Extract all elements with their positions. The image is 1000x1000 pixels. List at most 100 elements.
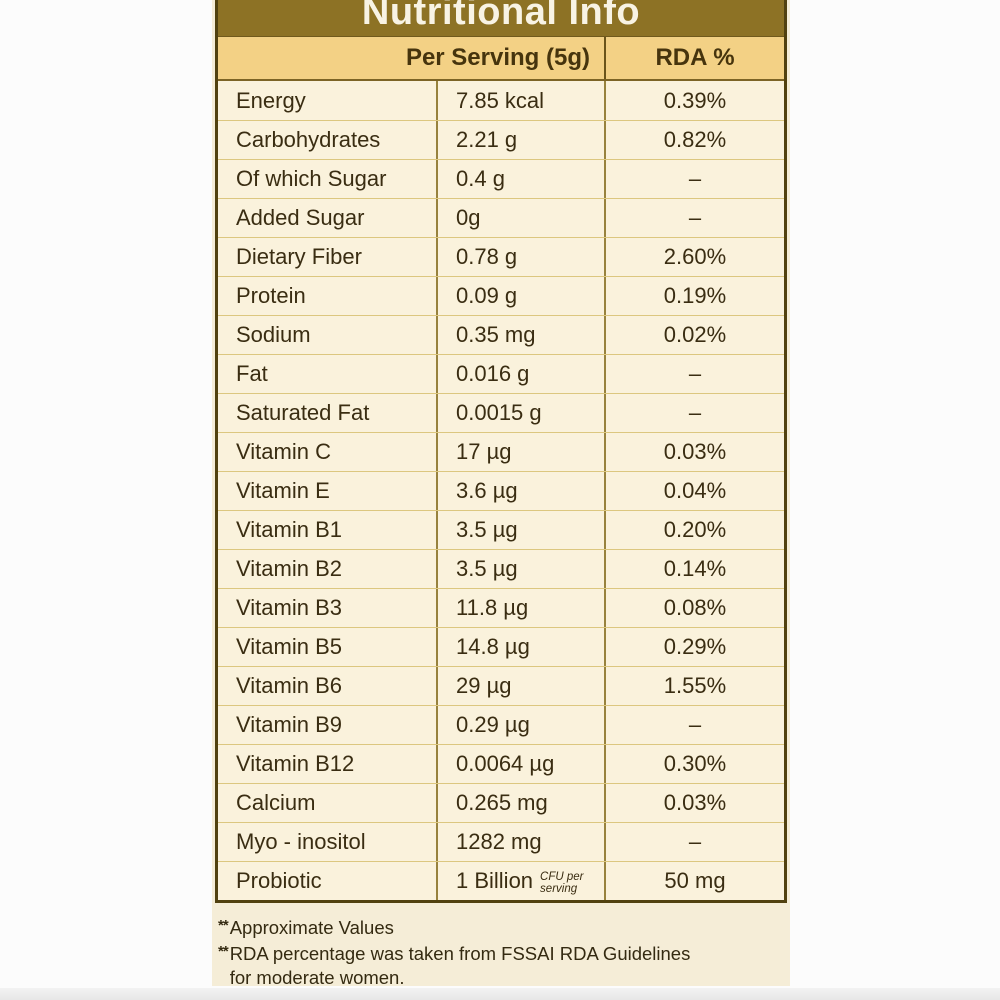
- nutrient-label: Calcium: [236, 790, 316, 815]
- nutrient-rda: –: [604, 706, 784, 744]
- nutrient-value: 1282 mg: [436, 823, 604, 861]
- table-row: Vitamin B2 3.5 µg 0.14%: [218, 549, 784, 588]
- nutrient-rda: 0.14%: [604, 550, 784, 588]
- column-header-rda: RDA %: [604, 37, 784, 79]
- nutrient-label: Vitamin B3: [236, 595, 342, 620]
- nutrient-rda: 0.19%: [604, 277, 784, 315]
- table-row: Vitamin B6 29 µg 1.55%: [218, 666, 784, 705]
- table-row: Probiotic 1 Billion CFU per serving 50 mg: [218, 861, 784, 900]
- nutrient-value: 0.09 g: [436, 277, 604, 315]
- nutrient-rda: 0.03%: [604, 784, 784, 822]
- nutrient-label: Vitamin B1: [236, 517, 342, 542]
- nutrient-label: Vitamin B6: [236, 673, 342, 698]
- nutrient-rda: 0.03%: [604, 433, 784, 471]
- nutrient-value: 0.4 g: [436, 160, 604, 198]
- nutrient-label: Vitamin B9: [236, 712, 342, 737]
- nutrient-rda: –: [604, 355, 784, 393]
- nutrient-rda: 0.08%: [604, 589, 784, 627]
- nutrient-rda: –: [604, 199, 784, 237]
- nutrient-value: 29 µg: [436, 667, 604, 705]
- footnote-marker: **: [218, 917, 229, 934]
- table-subheader: Per Serving (5g) RDA %: [218, 37, 784, 81]
- table-row: Fat 0.016 g –: [218, 354, 784, 393]
- table-row: Protein 0.09 g 0.19%: [218, 276, 784, 315]
- nutrient-value: 0.35 mg: [436, 316, 604, 354]
- nutrient-value: 3.5 µg: [436, 550, 604, 588]
- column-header-serving: Per Serving (5g): [405, 44, 590, 71]
- table-row: Vitamin E 3.6 µg 0.04%: [218, 471, 784, 510]
- nutrient-rda: –: [604, 160, 784, 198]
- table-row: Vitamin B5 14.8 µg 0.29%: [218, 627, 784, 666]
- nutrient-rda: 50 mg: [604, 862, 784, 900]
- table-row: Energy 7.85 kcal 0.39%: [218, 81, 784, 120]
- nutrient-label: Dietary Fiber: [236, 244, 362, 269]
- nutrient-label: Vitamin E: [236, 478, 330, 503]
- table-row: Vitamin B1 3.5 µg 0.20%: [218, 510, 784, 549]
- nutrient-label: Fat: [236, 361, 268, 386]
- nutrient-value: 0.016 g: [436, 355, 604, 393]
- table-title: Nutritional Info: [361, 0, 641, 33]
- table-row: Vitamin B12 0.0064 µg 0.30%: [218, 744, 784, 783]
- nutrient-label: Of which Sugar: [236, 166, 387, 191]
- nutrient-rda: 0.30%: [604, 745, 784, 783]
- nutrient-value: 0.29 µg: [436, 706, 604, 744]
- nutrient-label: Vitamin B2: [236, 556, 342, 581]
- nutrient-label: Vitamin B12: [236, 751, 355, 776]
- nutrient-rda: 0.02%: [604, 316, 784, 354]
- table-row: Dietary Fiber 0.78 g 2.60%: [218, 237, 784, 276]
- nutrient-rda: 2.60%: [604, 238, 784, 276]
- footnote: ** Approximate Values: [218, 916, 778, 939]
- nutrient-rda: 0.04%: [604, 472, 784, 510]
- footnote-text: Approximate Values: [229, 917, 394, 938]
- nutrient-label: Sodium: [236, 322, 311, 347]
- table-body: Energy 7.85 kcal 0.39% Carbohydrates 2.2…: [218, 81, 784, 900]
- nutrient-rda: 0.39%: [604, 81, 784, 120]
- nutrient-value: 11.8 µg: [436, 589, 604, 627]
- footnote-marker: **: [218, 943, 229, 961]
- table-row: Carbohydrates 2.21 g 0.82%: [218, 120, 784, 159]
- nutrient-rda: 0.29%: [604, 628, 784, 666]
- table-row: Calcium 0.265 mg 0.03%: [218, 783, 784, 822]
- table-row: Saturated Fat 0.0015 g –: [218, 393, 784, 432]
- nutrient-label: Saturated Fat: [236, 400, 370, 425]
- nutrient-label: Probiotic: [236, 868, 322, 893]
- footnotes: ** Approximate Values ** RDA percentage …: [218, 916, 778, 992]
- nutrient-value: 0.265 mg: [436, 784, 604, 822]
- nutrient-label: Energy: [236, 87, 306, 113]
- nutrient-label: Vitamin B5: [236, 634, 342, 659]
- nutrient-value: 3.6 µg: [436, 472, 604, 510]
- table-row: Vitamin C 17 µg 0.03%: [218, 432, 784, 471]
- nutrient-rda: 1.55%: [604, 667, 784, 705]
- nutrient-value: 7.85 kcal: [436, 81, 604, 120]
- footnote: ** RDA percentage was taken from FSSAI R…: [218, 942, 778, 989]
- label-panel: Nutritional Info Per Serving (5g) RDA % …: [212, 0, 790, 988]
- table-title-band: Nutritional Info: [218, 0, 784, 37]
- table-row: Sodium 0.35 mg 0.02%: [218, 315, 784, 354]
- nutrient-rda: 0.82%: [604, 121, 784, 159]
- nutrient-value: 14.8 µg: [436, 628, 604, 666]
- nutrient-label: Protein: [236, 283, 306, 308]
- nutrient-value: 17 µg: [436, 433, 604, 471]
- nutrient-value: 0.0015 g: [436, 394, 604, 432]
- nutrient-label: Vitamin C: [236, 439, 331, 464]
- nutrient-rda: –: [604, 823, 784, 861]
- nutrient-rda: –: [604, 394, 784, 432]
- nutrient-value: 1 Billion CFU per serving: [436, 862, 604, 900]
- unit-note: CFU per serving: [540, 871, 584, 895]
- table-row: Of which Sugar 0.4 g –: [218, 159, 784, 198]
- table-row: Myo - inositol 1282 mg –: [218, 822, 784, 861]
- nutrient-value: 2.21 g: [436, 121, 604, 159]
- table-row: Added Sugar 0g –: [218, 198, 784, 237]
- table-row: Vitamin B9 0.29 µg –: [218, 705, 784, 744]
- nutrient-value: 0.0064 µg: [436, 745, 604, 783]
- nutrient-value: 0.78 g: [436, 238, 604, 276]
- nutrient-label: Carbohydrates: [236, 127, 381, 152]
- nutrition-table: Nutritional Info Per Serving (5g) RDA % …: [215, 0, 787, 903]
- nutrient-label: Added Sugar: [236, 205, 365, 230]
- nutrient-value: 0g: [436, 199, 604, 237]
- bottom-shadow: [0, 988, 1000, 1000]
- nutrient-value: 3.5 µg: [436, 511, 604, 549]
- table-row: Vitamin B3 11.8 µg 0.08%: [218, 588, 784, 627]
- nutrient-label: Myo - inositol: [236, 829, 366, 854]
